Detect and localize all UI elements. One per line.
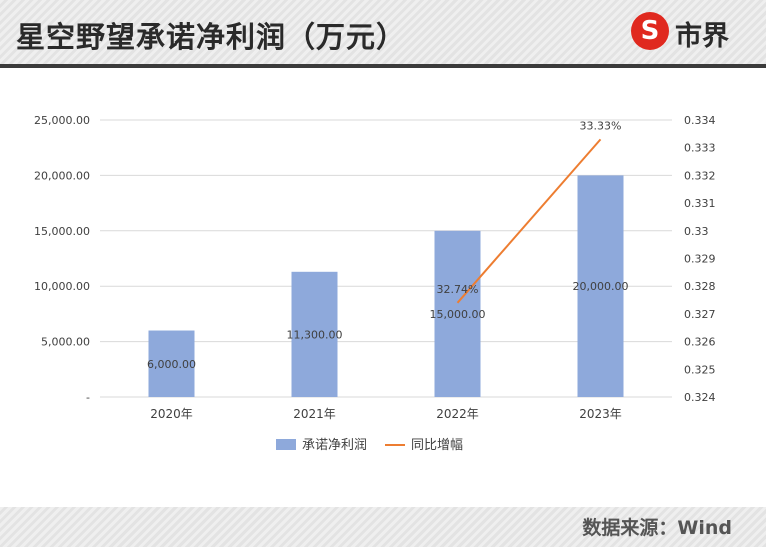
page-title: 星空野望承诺净利润（万元） [16, 20, 407, 54]
legend-bar-swatch [276, 439, 296, 450]
brand-logo: S 市界 [631, 12, 756, 52]
bar [434, 230, 481, 397]
bar [148, 330, 195, 397]
right-axis-tick-label: 0.329 [684, 253, 716, 266]
data-labels: 6,000.00 11,300.00 15,000.00 20,000.00 32.74… [147, 119, 628, 370]
bar-value-label: 6,000.00 [147, 358, 196, 371]
right-axis-tick-label: 0.324 [684, 391, 716, 404]
growth-rate-line [456, 138, 602, 304]
left-axis-tick-label: 20,000.00 [34, 169, 90, 182]
line-value-label: 32.74% [437, 283, 479, 296]
x-axis-tick-label: 2020年 [150, 407, 193, 421]
header-bar: 星空野望承诺净利润（万元） S 市界 [0, 0, 766, 64]
left-axis-ticks: - 5,000.00 10,000.00 15,000.00 20,000.00 25,0… [34, 114, 90, 404]
right-axis-ticks: 0.324 0.325 0.326 0.327 0.328 0.329 0.33 0.331 0… [684, 114, 716, 404]
bar-series [148, 175, 624, 397]
x-axis-tick-label: 2022年 [436, 407, 479, 421]
bar [291, 271, 338, 397]
logo-text: 市界 [675, 21, 729, 52]
data-source-note: 数据来源：Wind [582, 517, 732, 539]
right-axis-tick-label: 0.325 [684, 363, 716, 376]
right-axis-tick-label: 0.328 [684, 280, 716, 293]
s-circle-logo-icon: S [631, 12, 669, 50]
bar [577, 175, 624, 397]
legend-bar-label: 承诺净利润 [302, 438, 367, 453]
line-value-label: 33.33% [580, 119, 622, 132]
right-axis-tick-label: 0.331 [684, 197, 716, 210]
legend: 承诺净利润 同比增幅 [276, 438, 463, 453]
footer-bar: 数据来源：Wind [0, 507, 766, 547]
left-axis-tick-label: 5,000.00 [41, 336, 90, 349]
right-axis-tick-label: 0.327 [684, 308, 716, 321]
bar-value-label: 15,000.00 [430, 308, 486, 321]
chart-area: - 5,000.00 10,000.00 15,000.00 20,000.00 25,0… [34, 114, 716, 453]
x-axis-tick-label: 2023年 [579, 407, 622, 421]
right-axis-tick-label: 0.326 [684, 336, 716, 349]
left-axis-tick-label: 15,000.00 [34, 225, 90, 238]
line-series [456, 138, 602, 304]
right-axis-tick-label: 0.334 [684, 114, 716, 127]
left-axis-tick-label: - [86, 391, 90, 404]
bar-value-label: 11,300.00 [287, 328, 343, 341]
left-axis-tick-label: 10,000.00 [34, 280, 90, 293]
header-divider [0, 64, 766, 68]
x-axis-ticks: 2020年 2021年 2022年 2023年 [150, 407, 622, 421]
bar-value-label: 20,000.00 [573, 280, 629, 293]
right-axis-tick-label: 0.332 [684, 169, 716, 182]
left-axis-tick-label: 25,000.00 [34, 114, 90, 127]
right-axis-tick-label: 0.33 [684, 225, 709, 238]
x-axis-tick-label: 2021年 [293, 407, 336, 421]
gridlines [100, 119, 672, 398]
legend-line-label: 同比增幅 [411, 438, 463, 453]
right-axis-tick-label: 0.333 [684, 142, 716, 155]
